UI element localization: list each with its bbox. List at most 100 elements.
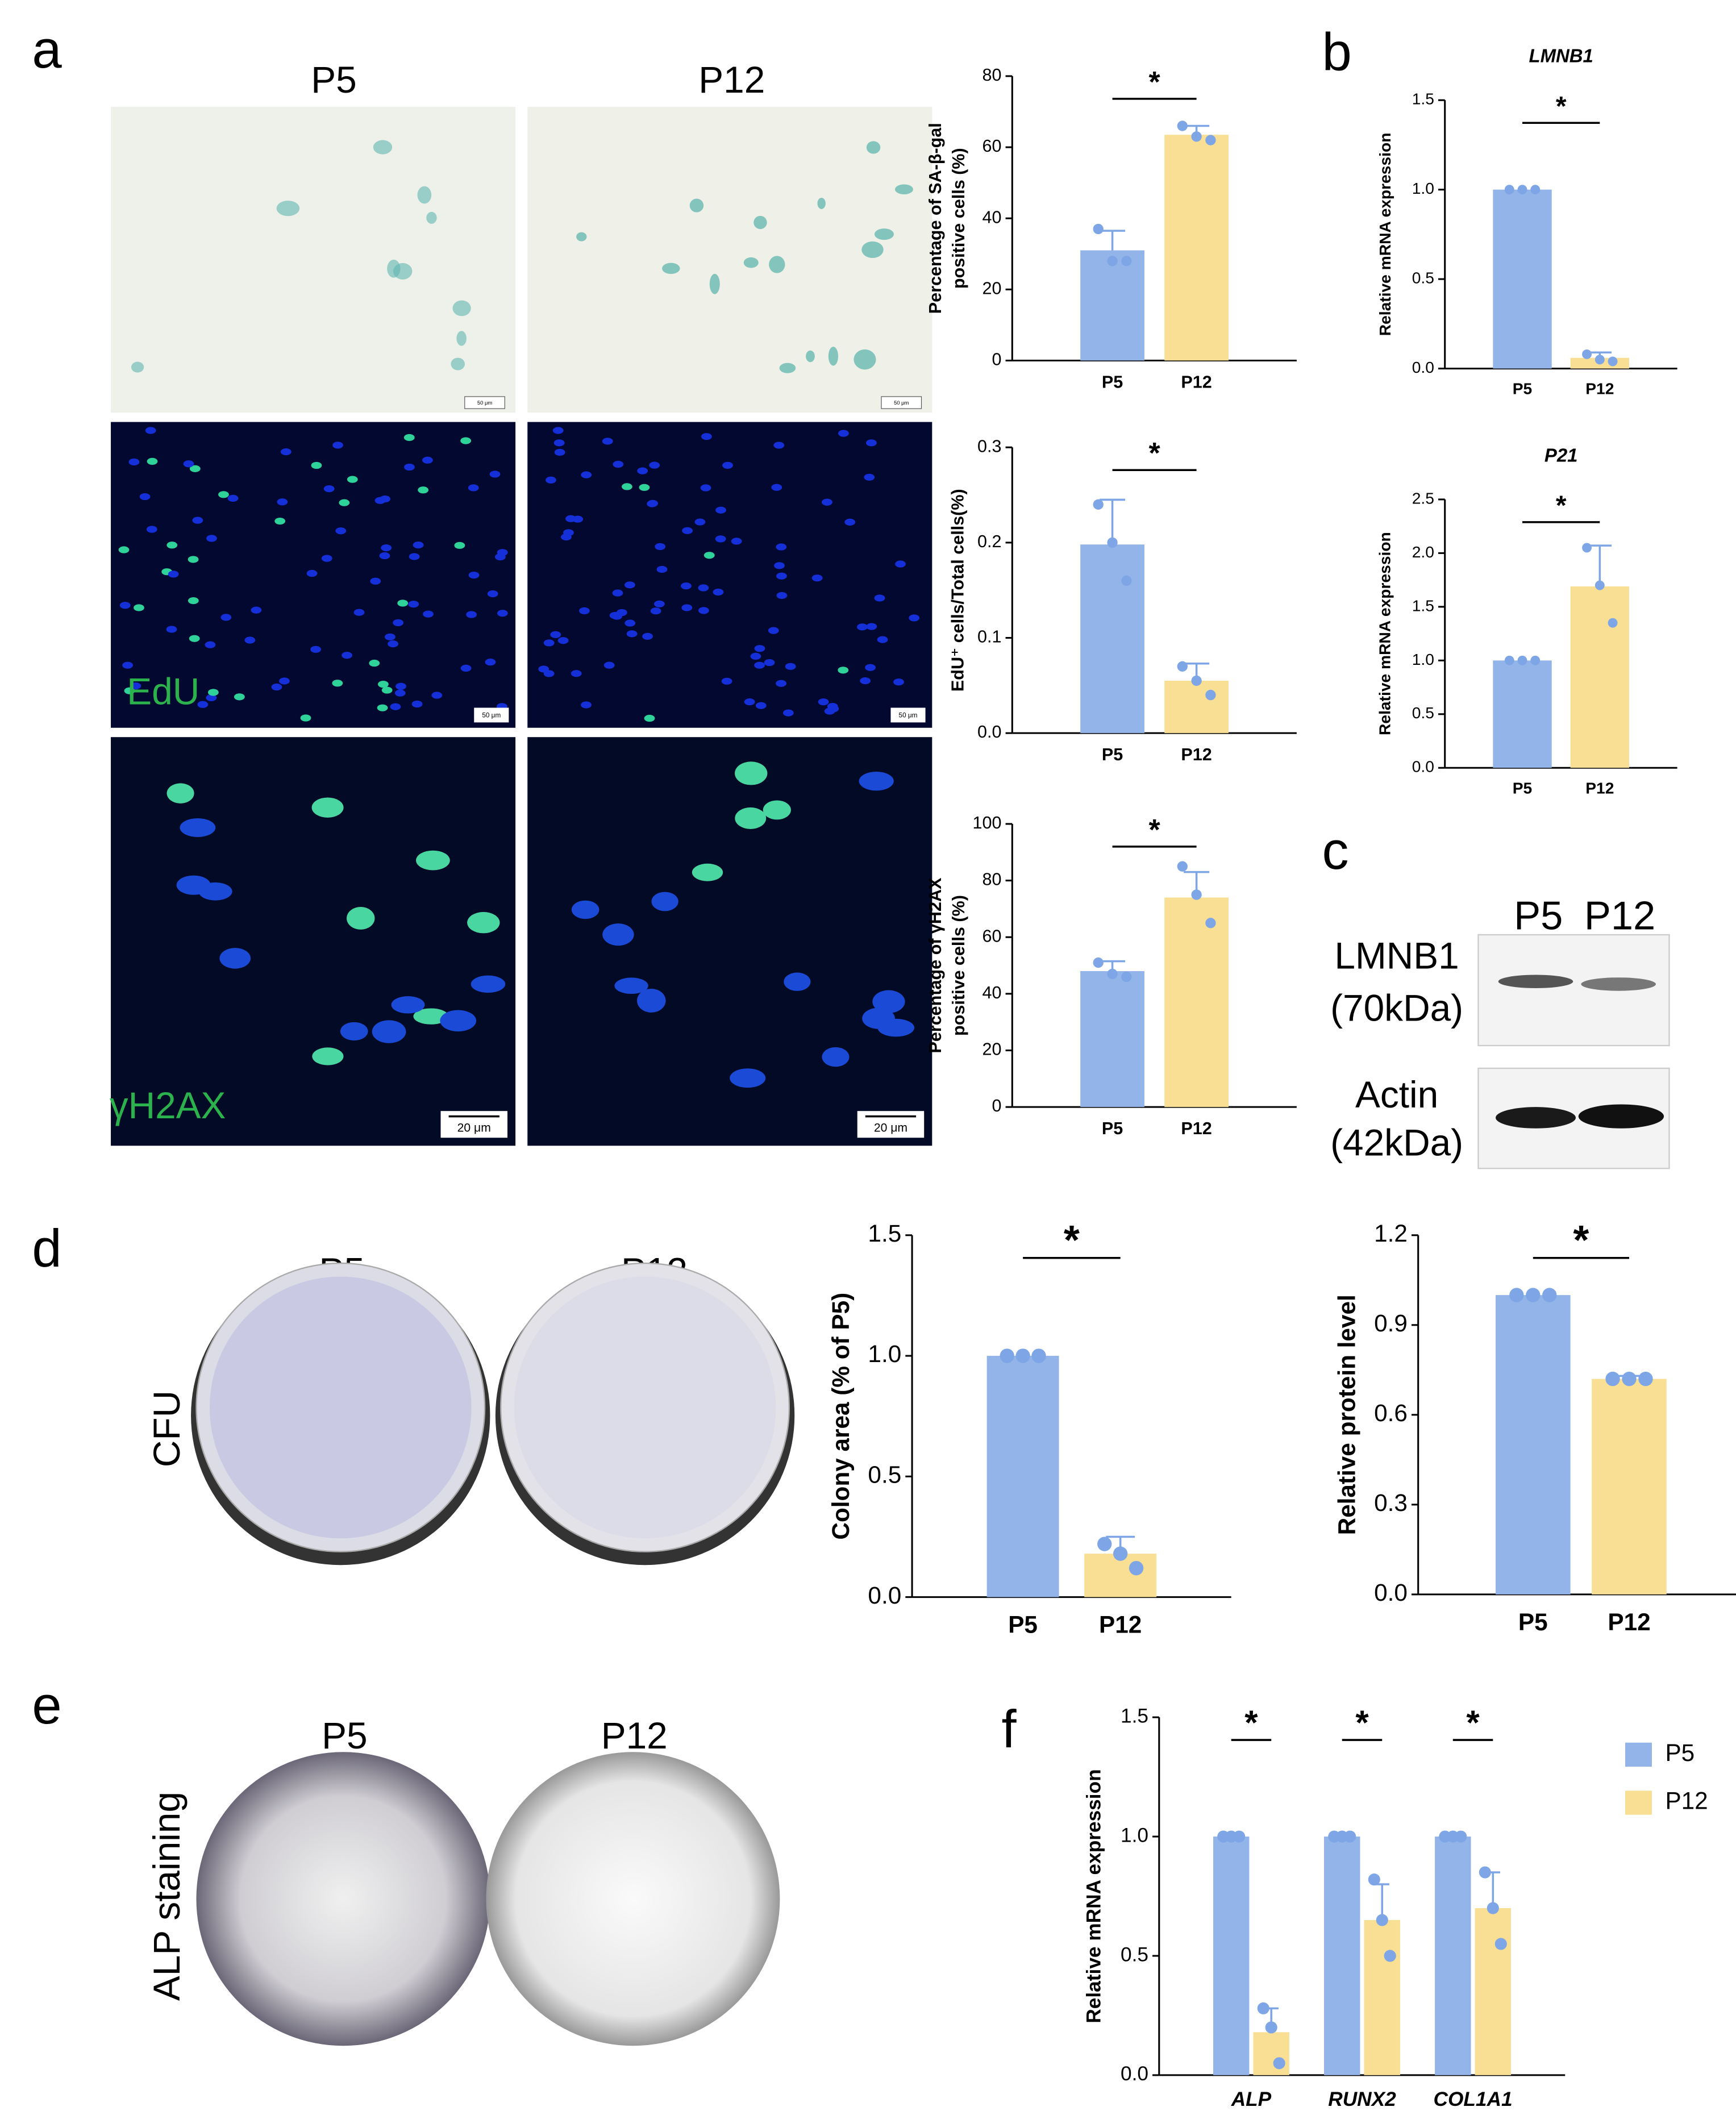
nucleus bbox=[755, 702, 767, 709]
data-point bbox=[1376, 1914, 1388, 1926]
data-point bbox=[1530, 185, 1541, 195]
nucleus bbox=[626, 630, 638, 638]
x-tick-label: ALP bbox=[1231, 2088, 1272, 2110]
colonies bbox=[209, 1276, 472, 1539]
y-tick-label: 0.5 bbox=[868, 1461, 901, 1488]
scale-bar-label: 20 μm bbox=[874, 1121, 907, 1134]
stain bbox=[874, 228, 894, 240]
nucleus bbox=[764, 659, 775, 667]
panel-labels: a b c d e f bbox=[32, 19, 1351, 1759]
data-point bbox=[1582, 349, 1592, 359]
nucleus bbox=[571, 670, 582, 677]
significance-label: * bbox=[1556, 91, 1567, 122]
data-point bbox=[1000, 1348, 1014, 1363]
data-point bbox=[1526, 1288, 1541, 1302]
nucleus bbox=[377, 704, 388, 711]
nucleus bbox=[467, 911, 500, 934]
nucleus bbox=[543, 639, 555, 647]
stain bbox=[662, 263, 680, 274]
row-label: γH2AX bbox=[110, 1084, 226, 1126]
y-tick-label: 0.1 bbox=[977, 627, 1001, 647]
x-tick-label: P5 bbox=[1513, 778, 1532, 797]
data-point bbox=[1191, 889, 1202, 900]
nucleus bbox=[776, 592, 788, 599]
x-tick-label: P5 bbox=[1102, 1119, 1123, 1138]
nucleus bbox=[207, 689, 219, 696]
nucleus bbox=[122, 661, 133, 669]
nucleus bbox=[701, 433, 712, 440]
scale-bar bbox=[890, 707, 926, 723]
legend-swatch bbox=[1625, 1742, 1652, 1767]
x-tick-label: P5 bbox=[1102, 373, 1123, 392]
y-tick-label: 1.0 bbox=[1412, 650, 1434, 668]
protein-size: (70kDa) bbox=[1330, 986, 1463, 1029]
bar bbox=[1164, 135, 1229, 361]
y-tick-label: 1.5 bbox=[868, 1220, 901, 1247]
nucleus bbox=[561, 533, 572, 541]
y-tick-label: 1.2 bbox=[1374, 1220, 1408, 1247]
nucleus bbox=[744, 698, 755, 706]
y-tick-label: 0.6 bbox=[1374, 1400, 1408, 1426]
nucleus bbox=[730, 1068, 766, 1088]
data-point bbox=[1031, 1348, 1046, 1363]
nucleus bbox=[244, 636, 256, 644]
nucleus bbox=[339, 499, 350, 506]
nucleus bbox=[622, 483, 632, 490]
data-point bbox=[1257, 2002, 1269, 2014]
nucleus bbox=[332, 442, 343, 449]
stain bbox=[854, 349, 876, 370]
y-tick-label: 0.0 bbox=[1412, 757, 1434, 776]
y-tick-label: 1.5 bbox=[1412, 90, 1434, 108]
nucleus bbox=[408, 601, 419, 608]
x-tick-label: P5 bbox=[1513, 380, 1532, 398]
nucleus bbox=[644, 714, 655, 722]
nucleus bbox=[703, 552, 715, 559]
bar bbox=[1475, 1908, 1512, 2075]
bar bbox=[1080, 544, 1144, 734]
data-point bbox=[1015, 1348, 1030, 1363]
nucleus bbox=[698, 584, 709, 592]
data-point bbox=[1121, 256, 1132, 267]
bar bbox=[1493, 189, 1552, 369]
data-point bbox=[1273, 2057, 1285, 2070]
nucleus bbox=[335, 527, 347, 535]
nucleus bbox=[784, 972, 811, 991]
data-point bbox=[1205, 918, 1216, 928]
bar bbox=[1080, 250, 1144, 361]
data-point bbox=[1384, 1950, 1396, 1962]
nucleus bbox=[369, 659, 380, 667]
nucleus bbox=[310, 646, 322, 653]
y-tick-label: 80 bbox=[983, 65, 1002, 85]
data-point bbox=[1605, 1371, 1620, 1386]
nucleus bbox=[862, 1007, 895, 1029]
nucleus bbox=[893, 678, 904, 686]
nucleus bbox=[773, 442, 785, 449]
nucleus bbox=[785, 663, 796, 670]
data-point bbox=[1638, 1371, 1653, 1386]
panel-label: d bbox=[32, 1218, 61, 1278]
nucleus bbox=[612, 589, 623, 597]
data-point bbox=[1517, 185, 1527, 195]
nucleus bbox=[872, 990, 905, 1013]
nucleus bbox=[378, 681, 389, 688]
significance-label: * bbox=[1466, 1704, 1480, 1742]
nucleus bbox=[370, 577, 381, 585]
data-point bbox=[1504, 185, 1514, 195]
nucleus bbox=[394, 689, 406, 697]
nucleus bbox=[271, 683, 282, 691]
nucleus bbox=[454, 542, 465, 549]
bar bbox=[1213, 1837, 1250, 2075]
y-tick-label: 0.5 bbox=[1121, 1943, 1148, 1966]
y-tick-label: 0.3 bbox=[977, 436, 1001, 456]
nucleus bbox=[139, 493, 151, 501]
nucleus bbox=[866, 439, 877, 447]
stain bbox=[456, 331, 467, 346]
blot bbox=[1477, 934, 1670, 1047]
nucleus bbox=[128, 458, 140, 466]
bar bbox=[986, 1356, 1059, 1597]
y-tick-label: 0.0 bbox=[1121, 2063, 1148, 2085]
nucleus bbox=[166, 626, 177, 633]
nucleus bbox=[647, 500, 658, 507]
y-tick-label: 100 bbox=[973, 813, 1002, 832]
nucleus bbox=[653, 600, 665, 607]
